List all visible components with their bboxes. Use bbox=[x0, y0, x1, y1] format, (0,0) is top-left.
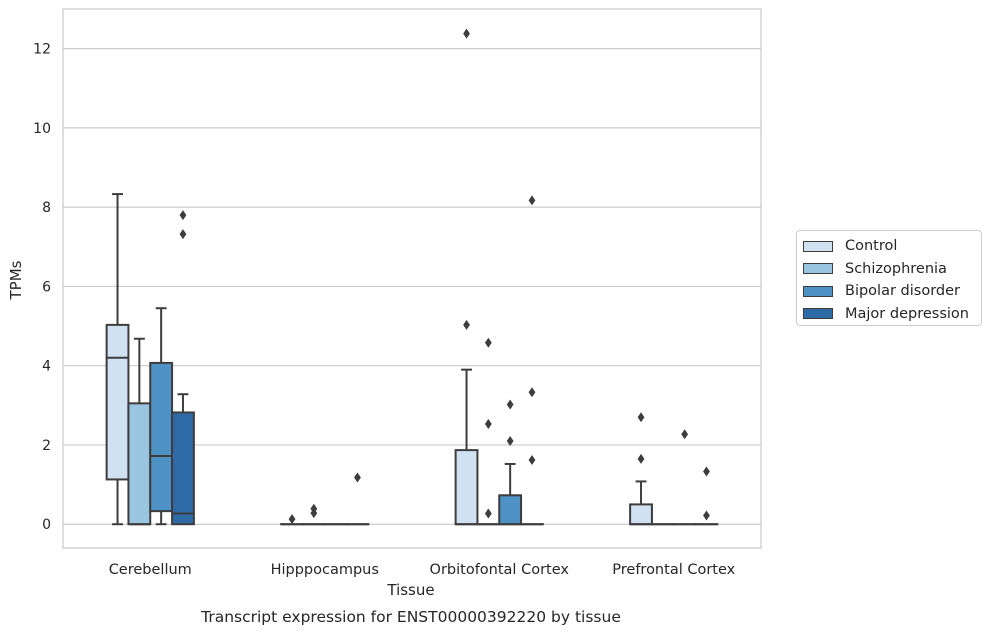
outlier-point bbox=[463, 320, 470, 330]
outlier-point bbox=[638, 454, 645, 464]
y-tick-label: 8 bbox=[42, 200, 51, 216]
x-tick-label: Prefrontal Cortex bbox=[612, 562, 735, 578]
outlier-point bbox=[180, 210, 187, 220]
outlier-point bbox=[485, 419, 492, 429]
boxes bbox=[107, 29, 718, 525]
box-body bbox=[128, 403, 150, 524]
y-tick-label: 6 bbox=[42, 279, 51, 295]
legend: Control Schizophrenia Bipolar disorder M… bbox=[796, 230, 982, 326]
legend-swatch-major-depression bbox=[803, 308, 833, 319]
outlier-point bbox=[463, 29, 470, 39]
legend-label-bipolar-disorder: Bipolar disorder bbox=[845, 283, 960, 299]
outlier-point bbox=[289, 514, 296, 524]
box-control bbox=[456, 29, 478, 525]
y-tick-label: 12 bbox=[33, 42, 51, 58]
x-tick-label: Orbitofontal Cortex bbox=[430, 562, 570, 578]
legend-label-control: Control bbox=[845, 238, 897, 254]
legend-label-major-depression: Major depression bbox=[845, 306, 969, 322]
legend-swatch-control bbox=[803, 241, 833, 252]
outlier-point bbox=[703, 467, 710, 477]
legend-item-bipolar-disorder: Bipolar disorder bbox=[803, 280, 981, 303]
outlier-point bbox=[529, 387, 536, 397]
legend-swatch-schizophrenia bbox=[803, 263, 833, 274]
legend-label-schizophrenia: Schizophrenia bbox=[845, 261, 947, 277]
box-control bbox=[107, 194, 129, 524]
outlier-point bbox=[638, 412, 645, 422]
box-schizophrenia bbox=[128, 339, 150, 524]
outlier-point bbox=[529, 455, 536, 465]
box-body bbox=[172, 412, 194, 524]
y-tick-label: 4 bbox=[42, 359, 51, 375]
outlier-point bbox=[354, 472, 361, 482]
box-body bbox=[630, 504, 652, 524]
outlier-point bbox=[507, 400, 514, 410]
box-major-depression bbox=[172, 210, 194, 524]
outlier-point bbox=[681, 429, 688, 439]
outlier-point bbox=[529, 195, 536, 205]
chart-title: Transcript expression for ENST0000039222… bbox=[200, 608, 621, 626]
legend-swatch-bipolar-disorder bbox=[803, 286, 833, 297]
y-axis-label: TPMs bbox=[7, 260, 25, 300]
y-tick-labels: 0 2 4 6 8 10 12 bbox=[33, 42, 51, 534]
box-major-depression bbox=[347, 472, 369, 524]
x-tick-labels: Cerebellum Hipppocampus Orbitofontal Corte… bbox=[109, 562, 736, 578]
outlier-point bbox=[485, 338, 492, 348]
legend-item-major-depression: Major depression bbox=[803, 303, 981, 326]
box-bipolar-disorder bbox=[499, 400, 521, 525]
box-schizophrenia bbox=[303, 504, 325, 524]
x-axis-label: Tissue bbox=[386, 581, 434, 599]
box-body bbox=[107, 325, 129, 480]
y-tick-label: 0 bbox=[42, 517, 51, 533]
x-tick-label: Cerebellum bbox=[109, 562, 192, 578]
legend-item-schizophrenia: Schizophrenia bbox=[803, 258, 981, 281]
box-control bbox=[281, 514, 303, 524]
box-body bbox=[499, 495, 521, 524]
y-tick-label: 2 bbox=[42, 438, 51, 454]
box-body bbox=[456, 450, 478, 524]
box-control bbox=[630, 412, 652, 524]
box-major-depression bbox=[696, 467, 718, 525]
box-body bbox=[150, 363, 172, 511]
x-tick-label: Hipppocampus bbox=[271, 562, 379, 578]
outlier-point bbox=[180, 229, 187, 239]
outlier-point bbox=[703, 511, 710, 521]
box-bipolar-disorder bbox=[674, 429, 696, 524]
y-tick-label: 10 bbox=[33, 121, 51, 137]
legend-item-control: Control bbox=[803, 235, 981, 258]
box-major-depression bbox=[521, 195, 543, 524]
outlier-point bbox=[485, 509, 492, 519]
box-bipolar-disorder bbox=[150, 308, 172, 524]
